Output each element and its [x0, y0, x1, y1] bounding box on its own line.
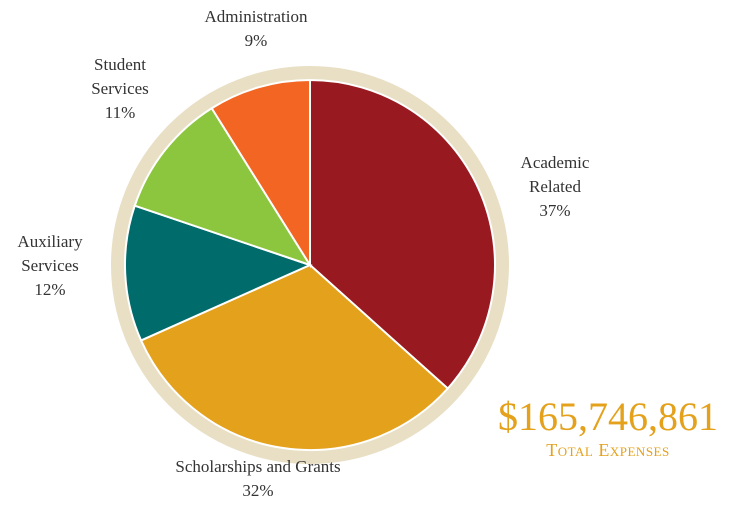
- pie-slice-student-services: [133, 106, 313, 267]
- pie-slice-scholarships-and-grants: [139, 263, 450, 451]
- pie-slice-auxiliary-services: [124, 204, 313, 342]
- slice-label-scholarships-and-grants: Scholarships and Grants 32%: [175, 457, 340, 500]
- pie-ring: [111, 66, 509, 464]
- pie-slices: [111, 66, 509, 464]
- pie-slice-academic-related: [309, 78, 496, 390]
- slice-label-auxiliary-services: Auxiliary Services 12%: [17, 232, 83, 299]
- slice-label-administration: Administration 9%: [205, 7, 308, 50]
- total-expenses-amount: $165,746,861: [498, 394, 718, 439]
- pie-slice-administration: [210, 78, 311, 269]
- total-expenses-label: Total Expenses: [546, 440, 670, 460]
- slice-label-academic-related: Academic Related 37%: [521, 153, 590, 220]
- slice-labels: Academic Related 37% Scholarships and Grant…: [17, 7, 589, 500]
- slice-label-student-services: Student Services 11%: [91, 55, 149, 122]
